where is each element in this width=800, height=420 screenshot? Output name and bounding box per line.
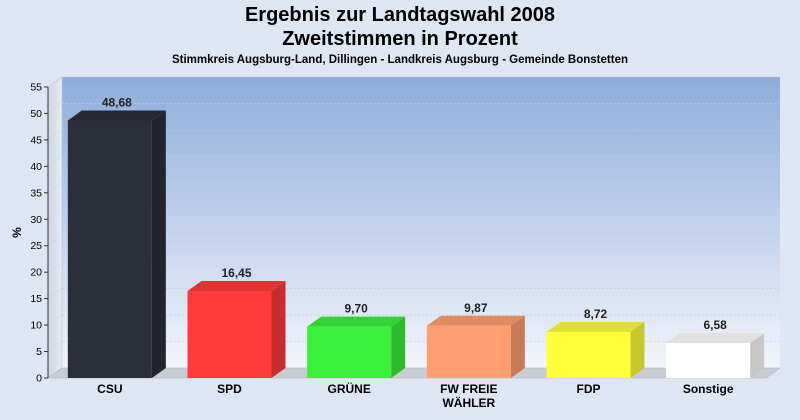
gridline-side [47, 341, 63, 352]
bar-fdp[interactable] [546, 321, 645, 378]
y-tick-label: 50 [30, 108, 42, 120]
bar-front[interactable] [307, 326, 392, 378]
bar-top[interactable] [546, 321, 645, 332]
y-axis-label: % [10, 227, 24, 238]
gridline-side [47, 129, 63, 141]
bar-top[interactable] [187, 280, 286, 291]
gridline-side [47, 235, 63, 247]
x-tick-label: FDP [577, 382, 601, 396]
bar-front[interactable] [67, 120, 152, 379]
x-tick-label: CSU [97, 382, 122, 396]
bar-front[interactable] [666, 343, 751, 378]
gridline-side [47, 208, 63, 220]
bar-front[interactable] [546, 331, 631, 378]
bar-fw-freie-wähler[interactable] [426, 315, 525, 378]
bar-side[interactable] [151, 110, 166, 379]
y-tick-label: 55 [30, 82, 42, 94]
bar-csu[interactable] [67, 110, 166, 379]
y-tick-label: 25 [30, 240, 42, 252]
bar-side[interactable] [391, 316, 406, 378]
gridline-side [47, 103, 63, 114]
bar-top[interactable] [307, 316, 406, 327]
bar-side[interactable] [510, 315, 525, 378]
bar-spd[interactable] [187, 280, 286, 378]
data-label: 9,87 [464, 301, 488, 315]
chart-title: Ergebnis zur Landtagswahl 2008 [244, 4, 556, 26]
y-tick-label: 0 [36, 373, 42, 385]
plot-side-wall [47, 76, 63, 379]
bar-side[interactable] [630, 321, 645, 378]
x-tick-label: WÄHLER [442, 395, 495, 410]
y-tick-label: 45 [30, 134, 42, 146]
bar-top[interactable] [67, 110, 166, 121]
y-tick-label: 15 [30, 293, 42, 305]
x-tick-label: GRÜNE [327, 381, 370, 396]
plot-back-wall [62, 77, 780, 368]
bar-top[interactable] [666, 333, 765, 344]
data-label: 16,45 [221, 266, 251, 280]
data-label: 48,68 [102, 95, 132, 109]
data-label: 8,72 [584, 307, 608, 321]
bar-grüne[interactable] [307, 316, 406, 378]
y-tick-label: 10 [30, 320, 42, 332]
bar-sonstige[interactable] [666, 333, 765, 378]
x-tick-label: FW FREIE [440, 382, 497, 396]
gridline-side [47, 314, 63, 326]
bar-front[interactable] [187, 290, 272, 378]
x-tick-label: Sonstige [683, 382, 734, 396]
data-label: 6,58 [703, 318, 727, 332]
bar-side[interactable] [750, 333, 765, 378]
gridline-side [47, 76, 63, 88]
gridline-side [47, 261, 63, 273]
y-tick-label: 5 [36, 346, 42, 358]
y-tick-label: 40 [30, 161, 42, 173]
gridline-side [47, 156, 63, 167]
bar-top[interactable] [426, 315, 525, 326]
y-tick-label: 30 [30, 214, 42, 226]
gridline-side [47, 182, 63, 194]
bar-front[interactable] [426, 325, 511, 378]
gridline-side [47, 288, 63, 299]
y-tick-label: 35 [30, 187, 42, 199]
y-tick-label: 20 [30, 267, 42, 279]
chart-title-line2: Zweitstimmen in Prozent [282, 28, 518, 50]
data-label: 9,70 [344, 302, 368, 316]
chart-subtitle: Stimmkreis Augsburg-Land, Dillingen - La… [171, 54, 628, 66]
x-tick-label: SPD [217, 382, 242, 396]
bar-side[interactable] [271, 280, 286, 378]
